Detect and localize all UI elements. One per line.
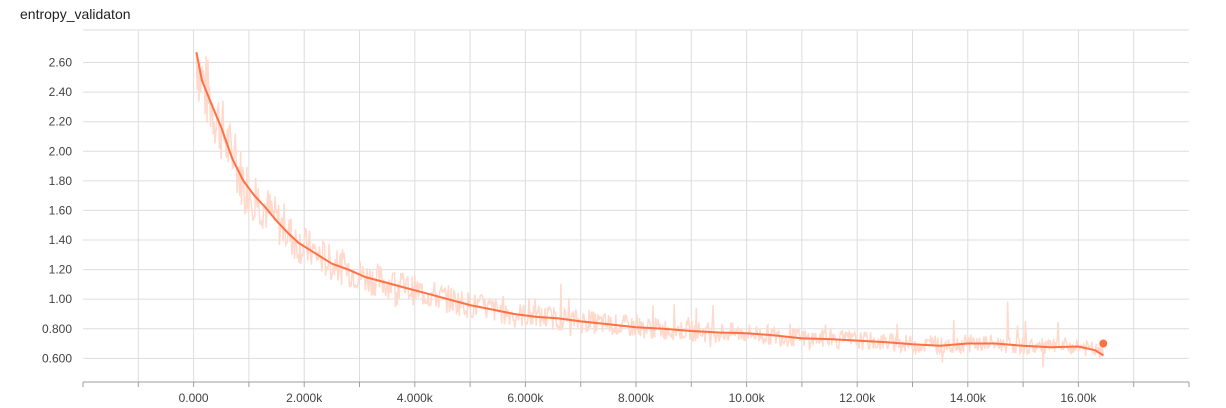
axes	[82, 381, 1190, 387]
chart-title: entropy_validaton	[20, 6, 131, 22]
y-tick-label: 1.40	[49, 233, 73, 247]
raw-series	[195, 52, 1105, 368]
y-tick-label: 2.40	[49, 85, 73, 99]
smoothed-series	[195, 52, 1108, 357]
y-tick-label: 1.20	[49, 263, 73, 277]
x-tick-label: 0.000	[179, 391, 209, 405]
x-tick-label: 6.000k	[507, 391, 544, 405]
x-tick-label: 8.000k	[618, 391, 655, 405]
x-tick-label: 16.00k	[1060, 391, 1097, 405]
y-tick-label: 2.20	[49, 115, 73, 129]
x-tick-label: 4.000k	[397, 391, 434, 405]
y-tick-label: 2.60	[49, 56, 73, 70]
y-tick-label: 1.80	[49, 174, 73, 188]
x-tick-label: 10.00k	[729, 391, 766, 405]
tick-labels: 0.600 0.800 1.00 1.20 1.40 1.60 1.80 2.00 2.20 2.…	[42, 56, 1097, 405]
x-tick-label: 12.00k	[839, 391, 876, 405]
y-tick-label: 1.60	[49, 203, 73, 217]
y-tick-label: 0.600	[42, 351, 72, 365]
x-tick-label: 14.00k	[950, 391, 987, 405]
raw-line	[195, 52, 1105, 368]
y-tick-label: 0.800	[42, 322, 72, 336]
x-tick-label: 2.000k	[286, 391, 323, 405]
last-point-marker	[1099, 339, 1108, 348]
y-tick-label: 2.00	[49, 144, 73, 158]
y-tick-label: 1.00	[49, 292, 73, 306]
smoothed-line	[195, 52, 1104, 357]
